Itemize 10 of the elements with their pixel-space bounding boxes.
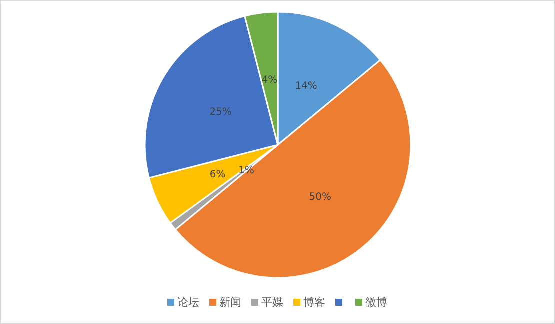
data-label: 25% <box>210 107 232 118</box>
legend-label: 新闻 <box>220 296 242 309</box>
data-label: 50% <box>309 192 332 204</box>
data-label: 14% <box>295 80 318 92</box>
legend-label: 微博 <box>366 296 388 309</box>
legend-label: 平媒 <box>262 296 284 309</box>
legend-label: 论坛 <box>178 296 200 309</box>
data-label: 6% <box>210 169 226 180</box>
data-label: 4% <box>262 75 278 86</box>
legend-label: 博客 <box>304 296 326 309</box>
